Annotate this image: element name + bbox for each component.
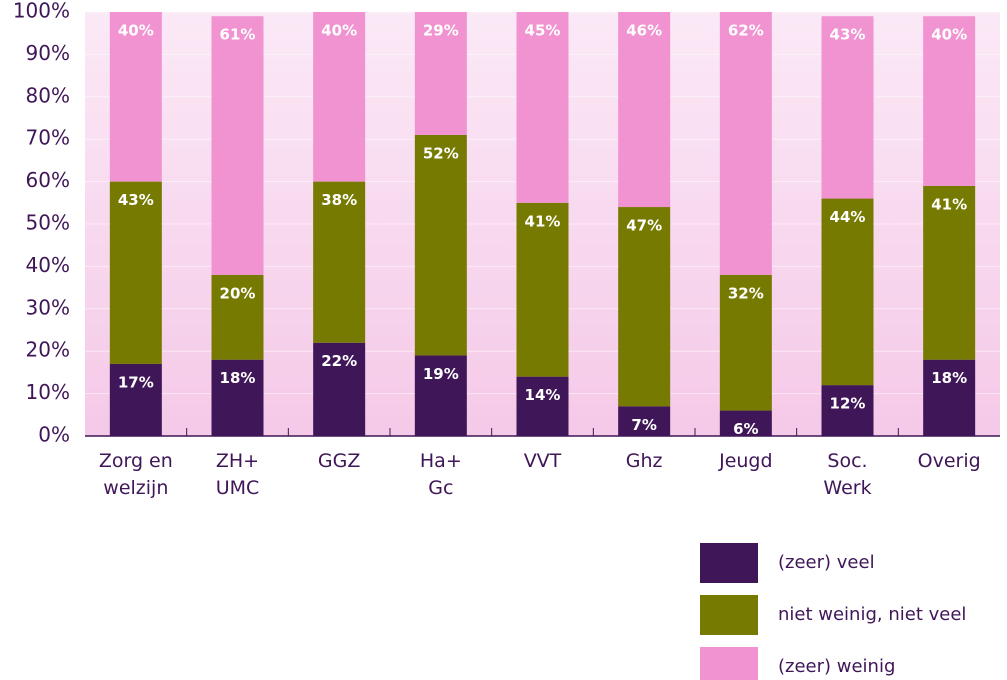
y-tick-label: 10% [26,380,70,404]
y-tick-label: 100% [13,0,70,23]
data-label: 6% [733,420,758,438]
bar-segment [516,376,569,436]
data-label: 41% [931,195,967,213]
bar-segment [313,181,366,343]
bar-segment [821,385,874,436]
data-label: 18% [931,369,967,387]
bar-segment [313,342,366,436]
data-label: 41% [525,212,561,230]
bar-segment [923,359,976,436]
bar-segment [313,12,366,182]
bar-segment [414,355,467,436]
bar-segment [211,274,264,360]
data-label: 40% [321,22,357,40]
bar-segment [414,12,467,135]
x-tick-label: Ghz [625,450,663,472]
bar-segment [923,185,976,360]
x-tick-label: Zorg en welzijn [98,450,173,499]
bar-segment [109,12,162,182]
data-label: 43% [118,191,154,209]
bar-segment [618,207,671,407]
data-label: 44% [830,208,866,226]
x-tick-label: Overig [917,450,981,472]
data-label: 61% [220,26,256,44]
data-label: 17% [118,373,154,391]
y-tick-label: 30% [26,295,70,319]
bar-segment [109,363,162,436]
data-label: 40% [118,22,154,40]
data-label: 47% [626,217,662,235]
y-tick-label: 60% [26,168,70,192]
y-tick-label: 80% [26,83,70,107]
x-tick-label: Soc. Werk [823,450,872,499]
data-label: 45% [525,22,561,40]
y-tick-label: 50% [26,211,70,235]
bar-segment [414,134,467,356]
data-label: 22% [321,352,357,370]
data-label: 7% [631,416,656,434]
data-label: 62% [728,22,764,40]
y-tick-label: 90% [26,41,70,65]
bar-segment [821,198,874,386]
bar-segment [923,16,976,186]
bar-segment [618,406,671,436]
legend-label: (zeer) veel [778,552,875,573]
data-label: 29% [423,22,459,40]
bar-segment [618,12,671,208]
y-tick-label: 70% [26,126,70,150]
x-tick-label: GGZ [317,450,361,472]
bar-segment [719,12,772,275]
bar-segment [516,202,569,377]
data-label: 38% [321,191,357,209]
legend-label: niet weinig, niet veel [778,604,966,625]
legend-swatch [700,595,758,635]
bar-segment [211,359,264,436]
x-tick-label: Ha+ Gc [419,450,462,499]
y-tick-label: 20% [26,338,70,362]
bar-segment [719,410,772,436]
data-label: 46% [626,22,662,40]
bar-segment [821,16,874,199]
x-tick-label: ZH+ UMC [215,450,260,499]
y-tick-label: 40% [26,253,70,277]
bar-segment [719,274,772,411]
data-label: 52% [423,144,459,162]
bar-segment [211,16,264,275]
data-label: 18% [220,369,256,387]
data-label: 14% [525,386,561,404]
data-label: 40% [931,26,967,44]
legend-swatch [700,647,758,680]
legend-swatch [700,543,758,583]
bar-segment [109,181,162,364]
y-tick-label: 0% [38,423,70,447]
data-label: 20% [220,284,256,302]
legend-label: (zeer) weinig [778,656,895,677]
data-label: 12% [830,395,866,413]
x-tick-label: Jeugd [719,450,773,472]
bar-segment [516,12,569,203]
data-label: 19% [423,365,459,383]
x-tick-label: VVT [523,450,562,472]
data-label: 43% [830,26,866,44]
data-label: 32% [728,284,764,302]
